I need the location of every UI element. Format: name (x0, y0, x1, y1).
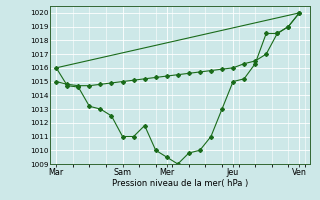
X-axis label: Pression niveau de la mer( hPa ): Pression niveau de la mer( hPa ) (112, 179, 248, 188)
